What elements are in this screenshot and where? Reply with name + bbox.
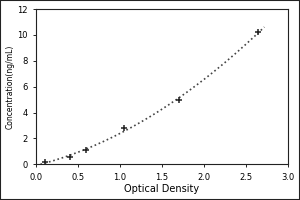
X-axis label: Optical Density: Optical Density: [124, 184, 200, 194]
Y-axis label: Concentration(ng/mL): Concentration(ng/mL): [6, 45, 15, 129]
